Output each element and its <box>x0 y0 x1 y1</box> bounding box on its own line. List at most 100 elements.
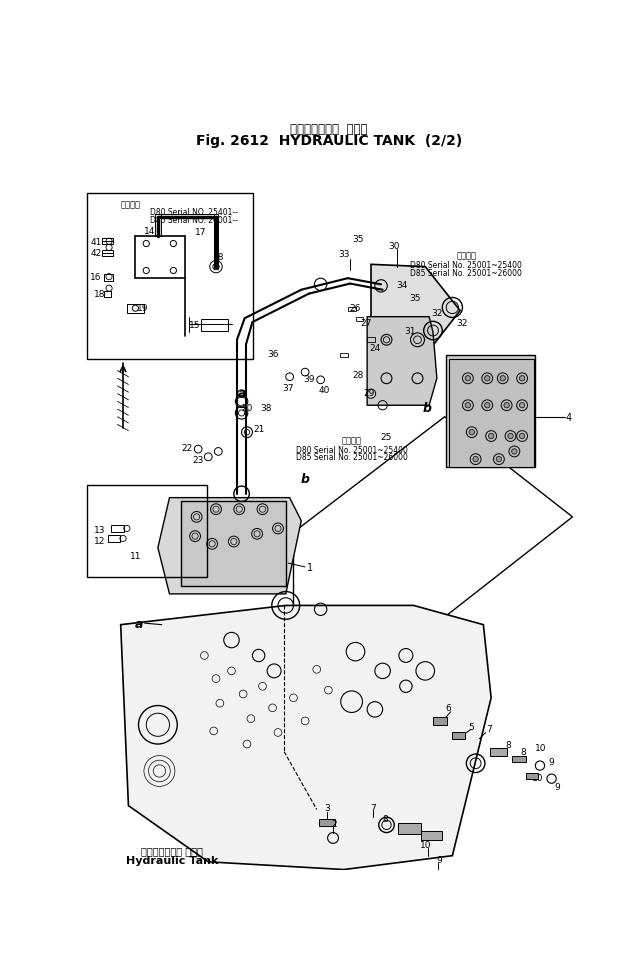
Text: D80 Serial NO. 25401--: D80 Serial NO. 25401-- <box>150 208 238 217</box>
Text: 17: 17 <box>195 228 206 238</box>
Text: D80 Serial No. 25001~25400: D80 Serial No. 25001~25400 <box>296 445 408 454</box>
Text: 9: 9 <box>548 758 554 767</box>
Bar <box>102 239 113 245</box>
Text: 8: 8 <box>409 826 415 835</box>
Text: 28: 28 <box>352 371 363 379</box>
Text: 適用号等: 適用号等 <box>457 251 476 260</box>
Text: 39: 39 <box>303 375 315 383</box>
Text: Hydraulic Tank: Hydraulic Tank <box>125 855 218 865</box>
Text: 36: 36 <box>267 350 278 359</box>
Text: 8: 8 <box>505 739 511 749</box>
Text: 41: 41 <box>90 238 102 246</box>
Text: 32: 32 <box>456 319 467 328</box>
Text: 23: 23 <box>192 455 204 465</box>
Text: a: a <box>134 617 143 630</box>
Circle shape <box>469 430 475 435</box>
Bar <box>367 338 375 342</box>
Circle shape <box>485 403 490 409</box>
Text: 7: 7 <box>486 725 492 734</box>
Text: 24: 24 <box>369 343 381 353</box>
Circle shape <box>496 457 502 463</box>
Text: 18: 18 <box>213 253 224 262</box>
Text: 34: 34 <box>396 281 408 289</box>
Text: 33: 33 <box>338 249 350 259</box>
Text: 32: 32 <box>431 309 442 318</box>
Polygon shape <box>158 498 302 595</box>
Bar <box>111 526 123 532</box>
Text: 42: 42 <box>90 249 102 258</box>
Bar <box>107 536 120 542</box>
Text: 7: 7 <box>370 803 376 812</box>
Polygon shape <box>121 605 491 869</box>
Text: 8: 8 <box>382 815 388 823</box>
Text: 30: 30 <box>388 243 400 251</box>
Text: 8: 8 <box>521 747 527 756</box>
Bar <box>102 250 113 256</box>
Text: 10: 10 <box>535 743 547 753</box>
Circle shape <box>485 377 490 381</box>
Text: D85 Serial No. 25001~26000: D85 Serial No. 25001~26000 <box>410 268 522 277</box>
Text: b: b <box>301 472 310 485</box>
Text: 適用号等: 適用号等 <box>121 200 141 208</box>
Text: 15: 15 <box>189 321 201 330</box>
Text: 5: 5 <box>468 722 474 732</box>
Bar <box>87 485 206 577</box>
Text: ハイドロリック  タンク: ハイドロリック タンク <box>291 123 368 136</box>
Text: 35: 35 <box>352 235 363 244</box>
Bar <box>340 353 348 358</box>
Bar <box>181 502 285 587</box>
Text: 1: 1 <box>307 562 313 572</box>
Text: 適用号等: 適用号等 <box>341 436 361 445</box>
Text: ハイドロリック タンク: ハイドロリック タンク <box>141 845 203 856</box>
Bar <box>526 773 538 778</box>
Bar <box>398 823 421 834</box>
Circle shape <box>489 434 494 439</box>
Text: 18: 18 <box>94 289 105 298</box>
Bar <box>127 304 144 314</box>
Text: 35: 35 <box>410 293 421 302</box>
Bar <box>449 360 534 467</box>
Text: 4: 4 <box>566 413 572 422</box>
Text: 3: 3 <box>324 804 330 813</box>
Text: 37: 37 <box>282 383 294 392</box>
Text: 26: 26 <box>350 303 361 313</box>
Text: Fig. 2612  HYDRAULIC TANK  (2/2): Fig. 2612 HYDRAULIC TANK (2/2) <box>196 133 462 148</box>
Bar <box>348 307 356 312</box>
Polygon shape <box>367 317 437 406</box>
Circle shape <box>500 377 505 381</box>
Text: 21: 21 <box>253 424 264 433</box>
Text: 16: 16 <box>90 273 102 282</box>
Bar <box>489 748 507 756</box>
Bar <box>87 195 253 360</box>
Text: 20: 20 <box>241 404 253 413</box>
Text: a: a <box>237 386 246 399</box>
Circle shape <box>473 457 478 463</box>
Bar <box>453 733 465 739</box>
Circle shape <box>465 377 471 381</box>
Text: 27: 27 <box>360 319 371 328</box>
Text: 6: 6 <box>446 703 451 713</box>
Circle shape <box>504 403 509 409</box>
Text: 14: 14 <box>145 227 156 236</box>
Text: 40: 40 <box>319 386 331 395</box>
Text: D85 Serial NO. 26001--: D85 Serial NO. 26001-- <box>150 216 238 225</box>
Bar <box>201 320 228 332</box>
Bar <box>512 756 526 762</box>
Circle shape <box>508 434 513 439</box>
Text: 10: 10 <box>532 773 543 781</box>
Text: 11: 11 <box>131 552 142 560</box>
Bar <box>433 717 447 725</box>
Text: 22: 22 <box>181 444 192 453</box>
Bar <box>356 317 363 322</box>
Bar <box>104 291 111 297</box>
Bar <box>319 819 334 826</box>
Text: D80 Serial No. 25001~25400: D80 Serial No. 25001~25400 <box>410 260 522 270</box>
Bar <box>446 356 536 467</box>
Text: 29: 29 <box>363 388 374 397</box>
Circle shape <box>465 403 471 409</box>
Bar <box>421 831 442 840</box>
Circle shape <box>520 377 525 381</box>
Circle shape <box>512 449 517 455</box>
Text: 25: 25 <box>381 432 392 441</box>
Text: 19: 19 <box>136 303 148 313</box>
